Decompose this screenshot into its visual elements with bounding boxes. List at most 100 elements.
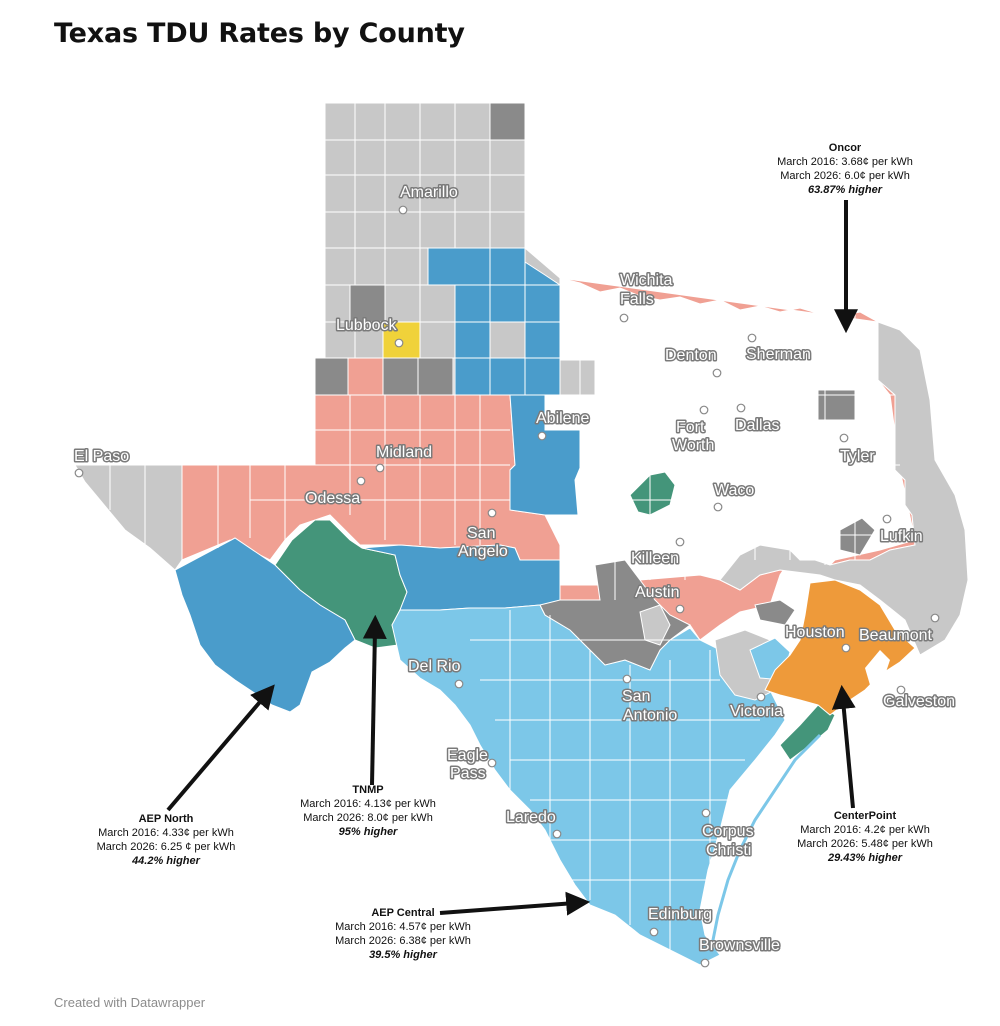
annotation-aep-central-2016: March 2016: 4.57¢ per kWh	[335, 921, 471, 933]
annotation-aep-north-2026: March 2026: 6.25 ¢ per kWh	[96, 841, 236, 853]
annotation-oncor-name: Oncor	[828, 142, 862, 154]
city-label-odessa: Odessa	[305, 490, 360, 507]
city-label-el-paso: El Paso	[74, 448, 129, 465]
annotation-tnmp-name: TNMP	[352, 784, 384, 796]
region-aep-north-southwest	[174, 537, 356, 713]
city-label-houston: Houston	[785, 624, 845, 641]
galveston-bay	[865, 650, 890, 685]
city-del-rio: Del Rio	[407, 657, 464, 689]
annotation-centerpoint-2026: March 2026: 5.48¢ per kWh	[797, 838, 933, 850]
region-el-paso-other	[74, 464, 183, 571]
city-label-lubbock: Lubbock	[336, 317, 397, 334]
annotation-centerpoint-2016: March 2016: 4.2¢ per kWh	[800, 824, 930, 836]
city-label-san: San	[467, 525, 495, 542]
annotation-centerpoint: CenterPoint March 2016: 4.2¢ per kWh Mar…	[785, 809, 945, 865]
annotation-tnmp-2016: March 2016: 4.13¢ per kWh	[300, 798, 436, 810]
city-denton: Denton	[664, 346, 722, 378]
city-corpus-christi: Corpus Christi	[701, 808, 755, 861]
annotation-oncor-2016: March 2016: 3.68¢ per kWh	[777, 156, 913, 168]
tnmp-arrow	[362, 614, 387, 786]
county-dark-gray	[417, 357, 454, 396]
annotation-oncor: Oncor March 2016: 3.68¢ per kWh March 20…	[770, 141, 920, 197]
city-label-worth: Worth	[672, 437, 714, 454]
county-dark-gray	[754, 599, 796, 626]
county-dark-gray	[382, 357, 419, 396]
city-label-corpus: Corpus	[702, 823, 754, 840]
city-label-lufkin: Lufkin	[880, 528, 923, 545]
city-galveston: Galveston	[882, 685, 957, 712]
city-dallas: Dallas	[734, 403, 781, 436]
city-label-beaumont: Beaumont	[859, 627, 932, 644]
county-gray-inset	[489, 321, 526, 359]
city-label-victoria: Victoria	[730, 703, 783, 720]
city-beaumont: Beaumont	[858, 613, 940, 646]
county-light-gray-austin	[639, 604, 671, 646]
annotation-aep-north-2016: March 2016: 4.33¢ per kWh	[98, 827, 234, 839]
city-label-laredo: Laredo	[506, 809, 556, 826]
city-wichita-falls: Wichita Falls	[619, 271, 674, 323]
city-midland: Midland	[375, 443, 434, 473]
annotation-oncor-pct: 63.87% higher	[808, 184, 882, 196]
oncor-county-grid	[217, 300, 910, 600]
county-dark-gray	[314, 357, 349, 396]
city-label-killeen: Killeen	[631, 550, 679, 567]
city-lufkin: Lufkin	[879, 514, 924, 547]
city-label-waco: Waco	[714, 482, 754, 499]
city-label-angelo: Angelo	[458, 543, 508, 560]
annotation-aep-north-name: AEP North	[138, 813, 194, 825]
city-label-amarillo: Amarillo	[400, 184, 458, 201]
county-dark-gray	[489, 102, 526, 141]
city-label-del-rio: Del Rio	[408, 658, 461, 675]
region-east-other	[719, 321, 969, 656]
city-san-antonio: San Antonio	[621, 674, 679, 726]
city-label-pass: Pass	[450, 765, 486, 782]
annotation-aep-central: AEP Central March 2016: 4.57¢ per kWh Ma…	[318, 906, 488, 962]
county-dark-gray	[839, 517, 876, 556]
map-title: Texas TDU Rates by County	[54, 18, 465, 49]
region-aep-north-abilene	[509, 394, 581, 516]
city-label-abilene: Abilene	[536, 410, 589, 427]
city-label-brownsville: Brownsville	[699, 937, 780, 954]
city-waco: Waco	[713, 481, 756, 512]
city-label-san-2: San	[622, 688, 650, 705]
city-label-fort: Fort	[676, 419, 705, 436]
city-markers: Amarillo Lubbock Wichita Falls Denton She…	[73, 183, 957, 968]
city-label-austin: Austin	[635, 584, 679, 601]
annotation-aep-north-pct: 44.2% higher	[132, 855, 200, 867]
footer-credit: Created with Datawrapper	[54, 995, 206, 1010]
city-label-eagle: Eagle	[447, 747, 488, 764]
county-dark-gray	[349, 284, 386, 323]
annotation-aep-north: AEP North March 2016: 4.33¢ per kWh Marc…	[76, 812, 256, 868]
city-label-tyler: Tyler	[840, 448, 875, 465]
aep-central-arrow	[439, 891, 591, 916]
city-label-antonio: Antonio	[623, 707, 677, 724]
city-brownsville: Brownsville	[698, 936, 782, 968]
city-label-sherman: Sherman	[746, 346, 811, 363]
barrier-islands	[710, 733, 822, 946]
annotation-aep-central-pct: 39.5% higher	[369, 949, 437, 961]
city-victoria: Victoria	[729, 692, 785, 722]
city-amarillo: Amarillo	[399, 183, 459, 215]
city-sherman: Sherman	[745, 333, 812, 365]
city-edinburg: Edinburg	[647, 905, 714, 937]
city-houston: Houston	[784, 623, 851, 653]
annotation-oncor-2026: March 2026: 6.0¢ per kWh	[780, 170, 910, 182]
city-lubbock: Lubbock	[335, 316, 404, 348]
city-el-paso: El Paso	[73, 447, 131, 478]
city-label-denton: Denton	[665, 347, 717, 364]
city-label-wichita: Wichita	[620, 272, 673, 289]
annotation-tnmp-pct: 95% higher	[338, 826, 398, 838]
city-austin: Austin	[634, 583, 685, 614]
aep-central-county-grid	[470, 610, 760, 950]
region-tnmp-coastal	[779, 704, 836, 761]
county-oncor-small	[347, 357, 384, 396]
city-label-christi: Christi	[706, 842, 751, 859]
aep-north-arrow	[166, 684, 275, 812]
annotation-aep-central-2026: March 2026: 6.38¢ per kWh	[335, 935, 471, 947]
city-abilene: Abilene	[535, 409, 591, 441]
city-label-galveston: Galveston	[883, 693, 955, 710]
annotation-tnmp-2026: March 2026: 8.0¢ per kWh	[303, 812, 433, 824]
